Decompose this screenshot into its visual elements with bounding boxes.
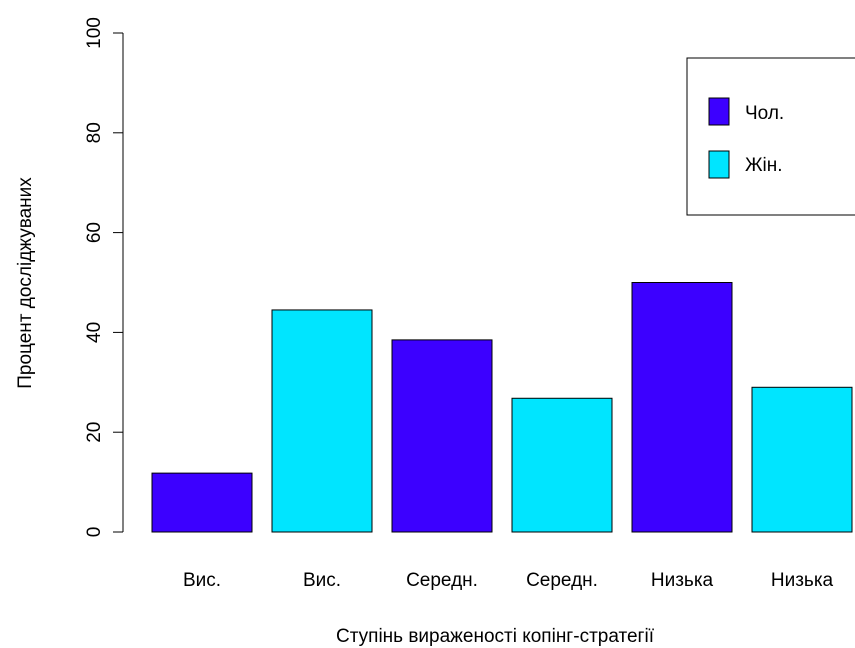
category-label-3: Середн. <box>406 570 478 591</box>
y-tick-label: 0 <box>84 527 105 538</box>
y-axis: 0 20 40 60 80 100 <box>84 17 124 538</box>
bar-1 <box>151 472 253 533</box>
legend-swatch-female <box>708 150 730 179</box>
y-tick-label: 60 <box>84 222 105 243</box>
bar-6 <box>751 386 853 533</box>
bar-3 <box>391 339 493 533</box>
bar-2 <box>271 309 373 533</box>
legend-box <box>686 57 855 216</box>
category-label-4: Середн. <box>526 570 598 591</box>
legend-label-female: Жін. <box>745 155 783 176</box>
bar-5 <box>631 282 733 533</box>
y-axis-title: Процент досліджуваних <box>15 177 36 389</box>
category-label-1: Вис. <box>183 570 221 591</box>
x-axis-title: Ступінь вираженості копінг-стратегії <box>336 626 655 647</box>
category-label-2: Вис. <box>303 570 341 591</box>
y-tick-label: 80 <box>84 122 105 143</box>
legend-label-male: Чол. <box>745 103 784 124</box>
bars <box>151 282 853 533</box>
legend-swatch-male <box>708 97 730 126</box>
y-tick-label: 40 <box>84 322 105 343</box>
category-label-5: Низька <box>651 570 714 591</box>
y-tick-label: 100 <box>84 17 105 49</box>
bar-4 <box>511 397 613 533</box>
category-label-6: Низька <box>771 570 834 591</box>
legend: Чол. Жін. <box>686 57 855 216</box>
category-labels: Вис. Вис. Середн. Середн. Низька Низька <box>183 570 834 591</box>
y-tick-label: 20 <box>84 422 105 443</box>
